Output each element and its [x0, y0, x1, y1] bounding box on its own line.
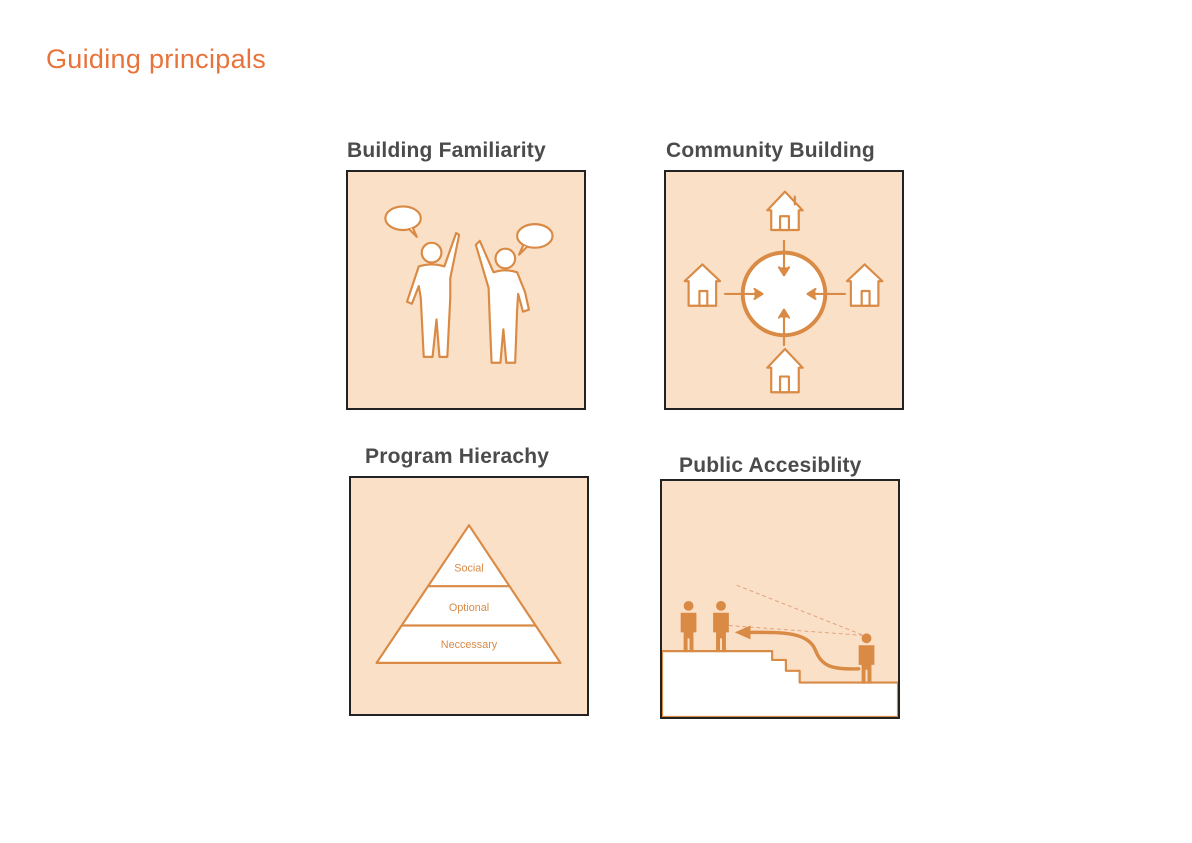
person-icon [858, 633, 875, 684]
card-title-building-familiarity: Building Familiarity [347, 139, 546, 162]
person-icon [680, 600, 697, 653]
panel-public-accesiblity [660, 479, 900, 719]
house-right-icon [845, 263, 884, 307]
path-arrow [742, 630, 861, 671]
program-pyramid: Social Optional Neccessary [375, 524, 562, 664]
stepped-terrain [662, 650, 898, 717]
card-title-public-accesiblity: Public Accesiblity [679, 454, 862, 477]
panel-building-familiarity [346, 170, 586, 410]
person-icon [713, 600, 729, 653]
public-access-scene [662, 584, 898, 717]
pyramid-level-neccessary: Neccessary [441, 639, 498, 651]
house-top-icon [766, 190, 804, 232]
card-title-program-hierachy: Program Hierachy [365, 445, 550, 468]
card-title-community-building: Community Building [666, 139, 875, 162]
pyramid-level-optional: Optional [449, 602, 489, 614]
arrow-head-icon [734, 625, 751, 640]
community-houses-icon [683, 190, 884, 394]
page-title: Guiding principals [46, 44, 267, 74]
people-talking-icon [384, 205, 554, 364]
panel-community-building [664, 170, 904, 410]
house-left-icon [683, 263, 722, 307]
panel-program-hierachy: Social Optional Neccessary [349, 476, 589, 716]
house-bottom-icon [766, 347, 804, 394]
pyramid-level-social: Social [454, 562, 483, 574]
